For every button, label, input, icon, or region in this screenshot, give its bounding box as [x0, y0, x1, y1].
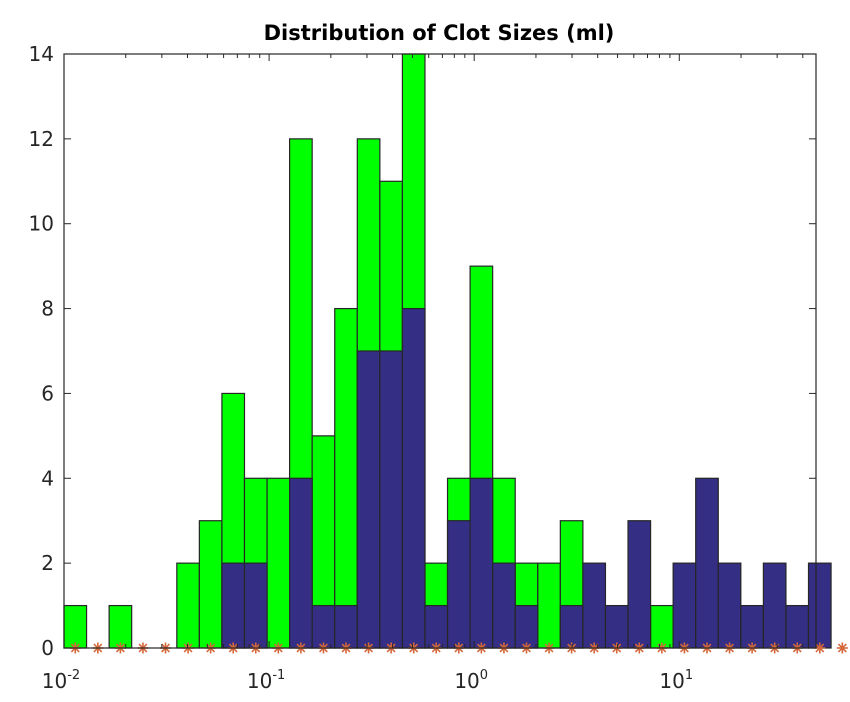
bar [446, 520, 471, 649]
series-navy-bars [221, 307, 832, 649]
bar [356, 350, 381, 649]
asterisk-marker [836, 642, 848, 654]
bar [243, 562, 268, 649]
y-tick-label: 4 [41, 466, 54, 490]
y-tick-label: 12 [29, 127, 54, 151]
bar [492, 562, 516, 649]
y-tick-label: 14 [29, 42, 54, 66]
plot-frame [63, 53, 817, 649]
x-tick-label: 10-1 [247, 668, 285, 693]
bar [649, 604, 674, 649]
y-tick-label: 8 [41, 297, 54, 321]
bar [537, 562, 561, 649]
bar [762, 562, 787, 649]
x-tick-label: 101 [659, 668, 693, 693]
bar [424, 604, 449, 649]
bar [311, 604, 336, 649]
bar [469, 477, 494, 649]
bar [266, 477, 291, 649]
y-tick-label: 2 [41, 551, 54, 575]
y-tick-label: 6 [41, 381, 54, 405]
bar [672, 562, 697, 649]
bar [379, 350, 404, 649]
chart-title: Distribution of Clot Sizes (ml) [264, 21, 615, 45]
bar [559, 604, 584, 649]
bar [334, 604, 358, 649]
bar [108, 604, 133, 649]
axis-ticks [63, 53, 816, 649]
bar [604, 604, 629, 649]
y-tick-label: 0 [41, 636, 54, 660]
bar [176, 562, 200, 649]
bar [401, 307, 426, 649]
bar [695, 477, 719, 649]
y-tick-label: 10 [29, 212, 54, 236]
bar [221, 562, 246, 649]
bar [198, 520, 223, 649]
y-tick-labels: 0 2 4 6 8 10 12 14 [29, 42, 54, 660]
bar [289, 477, 313, 649]
x-tick-labels: 10-2 10-1 100 101 [42, 668, 693, 693]
bar [807, 562, 832, 649]
bar [740, 604, 764, 649]
bar [717, 562, 742, 649]
bar [514, 604, 539, 649]
bar [334, 307, 358, 649]
bar [627, 520, 652, 649]
bar [785, 604, 810, 649]
bar [582, 562, 607, 649]
bar [63, 604, 88, 649]
x-tick-label: 10-2 [42, 668, 80, 693]
x-tick-label: 100 [454, 668, 488, 693]
